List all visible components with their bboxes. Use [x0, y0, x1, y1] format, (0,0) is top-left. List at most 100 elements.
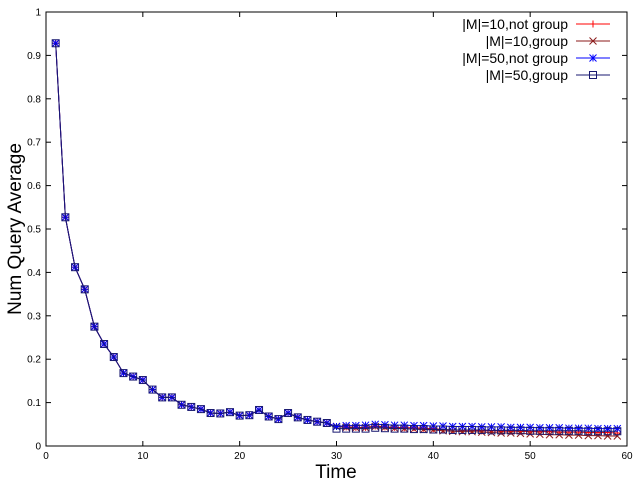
data-point: [216, 409, 225, 418]
y-tick-label: 0.4: [27, 268, 41, 279]
data-point: [129, 372, 138, 381]
legend-item: |M|=50,group: [486, 67, 610, 83]
data-point: [439, 425, 448, 434]
legend-marker: [589, 37, 597, 45]
data-point: [380, 424, 389, 433]
data-point: [593, 427, 602, 436]
x-tick-label: 10: [137, 451, 149, 462]
data-point: [100, 340, 109, 349]
data-point: [584, 427, 593, 436]
x-tick-label: 60: [621, 451, 633, 462]
legend-marker: [589, 71, 597, 79]
data-point: [225, 408, 234, 417]
x-tick-label: 0: [43, 451, 49, 462]
data-point: [594, 431, 602, 440]
data-point: [603, 427, 612, 436]
data-point: [322, 418, 331, 427]
data-point: [206, 409, 215, 418]
data-point: [409, 425, 418, 434]
data-point: [158, 393, 167, 402]
series-line: [55, 43, 618, 432]
data-point: [419, 425, 428, 434]
data-point: [429, 425, 438, 434]
data-point: [564, 426, 573, 435]
data-point: [448, 425, 457, 434]
data-point: [371, 423, 380, 432]
data-point: [148, 385, 157, 394]
data-point: [313, 417, 322, 426]
series-1: [52, 39, 621, 437]
series-line: [55, 43, 618, 434]
data-point: [293, 413, 302, 422]
data-point: [235, 411, 244, 420]
data-point: [516, 426, 525, 435]
y-tick-label: 0: [35, 442, 41, 453]
legend-item: |M|=10,group: [486, 33, 610, 49]
data-point: [458, 425, 467, 434]
data-point: [303, 415, 312, 424]
x-axis-title: Time: [315, 462, 357, 480]
data-point: [555, 426, 564, 435]
data-point: [90, 322, 99, 331]
data-point: [196, 405, 205, 414]
data-point: [390, 424, 399, 433]
series-2: [51, 39, 622, 440]
y-tick-label: 0.3: [27, 311, 41, 322]
data-point: [332, 424, 341, 433]
y-tick-label: 0.9: [27, 51, 41, 62]
data-point: [506, 426, 515, 435]
data-point: [284, 409, 293, 418]
data-point: [584, 431, 593, 440]
series-4: [51, 39, 622, 436]
data-point: [545, 426, 554, 435]
data-point: [255, 405, 264, 414]
data-point: [526, 426, 535, 435]
data-point: [80, 285, 89, 294]
legend-marker: [589, 54, 597, 62]
axis-ticks: 0 10 20 30 40 50 60 0 0.1 0.2 0.3 0.4 0.5 0.6 0.7 0.8 0.…: [27, 8, 633, 463]
data-point: [468, 425, 477, 434]
data-point: [187, 402, 196, 411]
data-point: [264, 412, 273, 421]
legend-label: |M|=10,group: [486, 33, 569, 49]
data-point: [342, 424, 351, 433]
y-tick-label: 0.1: [27, 398, 41, 409]
series-3: [51, 39, 622, 433]
data-point: [177, 400, 186, 409]
legend-label: |M|=50,not group: [462, 50, 568, 66]
legend-item: |M|=50,not group: [462, 50, 610, 66]
y-tick-label: 0.5: [27, 225, 41, 236]
data-point: [245, 411, 254, 420]
y-axis-title: Num Query Average: [5, 143, 26, 315]
data-point: [400, 424, 409, 433]
legend: |M|=10,not group|M|=10,group|M|=50,not g…: [462, 16, 610, 83]
data-point: [351, 424, 360, 433]
data-point: [274, 415, 283, 424]
x-tick-label: 50: [525, 451, 537, 462]
data-point: [71, 263, 80, 272]
data-point: [51, 39, 60, 48]
legend-marker: [589, 20, 597, 28]
data-point: [497, 426, 506, 435]
data-point: [574, 431, 583, 440]
data-point: [535, 426, 544, 435]
legend-label: |M|=10,not group: [462, 16, 568, 32]
data-point: [109, 353, 118, 362]
legend-item: |M|=10,not group: [462, 16, 610, 32]
y-tick-label: 0.8: [27, 94, 41, 105]
y-tick-label: 0.6: [27, 181, 41, 192]
series-layer: [51, 39, 622, 440]
x-tick-label: 20: [234, 451, 246, 462]
data-point: [613, 427, 622, 436]
data-point: [477, 425, 486, 434]
data-point: [361, 424, 370, 433]
y-tick-label: 0.7: [27, 138, 41, 149]
data-point: [167, 393, 176, 402]
data-point: [603, 432, 612, 440]
data-point: [51, 39, 60, 48]
data-point: [565, 431, 573, 440]
data-point: [487, 426, 496, 435]
y-tick-label: 0.2: [27, 355, 41, 366]
